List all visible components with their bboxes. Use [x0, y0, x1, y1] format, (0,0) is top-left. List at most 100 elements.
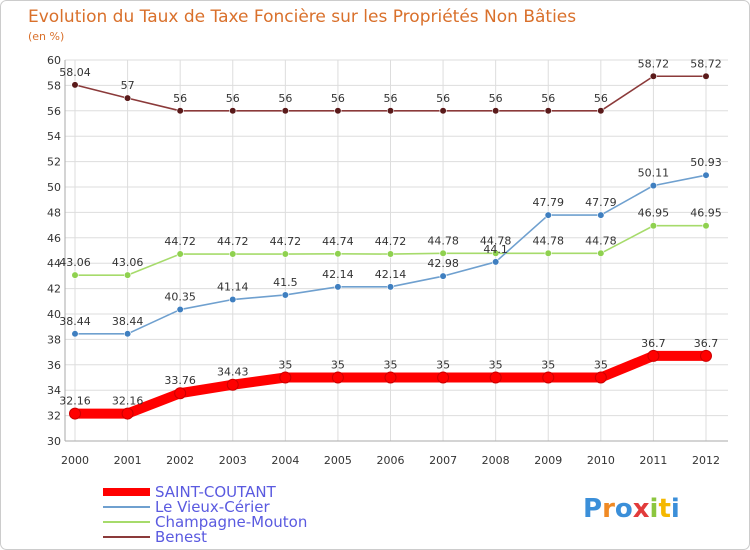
data-point	[176, 305, 184, 314]
data-point	[649, 72, 658, 80]
data-point	[123, 330, 132, 338]
data-label: 47.79	[585, 196, 617, 209]
data-point	[544, 107, 552, 115]
data-label: 40.35	[164, 291, 196, 304]
data-point	[229, 250, 237, 258]
y-tick-label: 54	[47, 130, 61, 143]
data-label: 38.44	[112, 315, 144, 328]
data-label: 44.1	[483, 243, 508, 256]
data-point	[386, 107, 395, 115]
data-label: 56	[489, 92, 503, 105]
y-tick-label: 52	[47, 156, 61, 169]
legend-label: Champagne-Mouton	[155, 513, 307, 531]
data-point	[174, 387, 187, 400]
data-point	[71, 330, 79, 338]
data-point	[386, 250, 395, 258]
data-label: 32.16	[112, 395, 144, 408]
data-label: 46.95	[690, 207, 722, 220]
data-label: 44.72	[217, 235, 249, 248]
data-label: 44.72	[375, 235, 407, 248]
data-label: 56	[594, 92, 608, 105]
data-label: 44.78	[427, 234, 459, 247]
x-tick-label: 2008	[482, 454, 510, 467]
data-point	[439, 272, 447, 280]
data-point	[229, 295, 237, 304]
data-label: 41.5	[273, 276, 298, 289]
y-tick-label: 38	[47, 333, 61, 346]
logo-letter: t	[658, 494, 670, 524]
data-point	[176, 107, 184, 115]
data-label: 44.74	[322, 235, 354, 248]
data-point	[597, 211, 605, 219]
y-tick-label: 32	[47, 410, 61, 423]
data-point	[700, 349, 712, 362]
data-point	[334, 250, 342, 258]
proxiti-logo-text: Proxiti	[583, 494, 680, 524]
data-point	[544, 249, 552, 257]
y-tick-label: 30	[47, 435, 61, 448]
data-point	[384, 371, 397, 384]
chart-subtitle: (en %)	[28, 30, 64, 43]
data-label: 42.14	[322, 268, 354, 281]
data-point	[123, 94, 132, 102]
data-point	[594, 371, 607, 384]
data-point	[647, 349, 660, 362]
data-point	[69, 407, 81, 420]
data-point	[489, 371, 502, 384]
data-point	[279, 371, 292, 384]
legend-label: SAINT-COUTANT	[155, 483, 277, 501]
data-point	[492, 107, 500, 115]
data-label: 58.04	[59, 66, 91, 79]
data-label: 44.72	[164, 235, 196, 248]
data-label: 56	[436, 92, 450, 105]
data-point	[386, 283, 395, 291]
y-tick-label: 50	[47, 181, 61, 194]
data-label: 44.78	[585, 234, 617, 247]
x-tick-label: 2000	[61, 454, 89, 467]
legend-label: Benest	[155, 528, 207, 546]
data-label: 42.14	[375, 268, 407, 281]
data-label: 33.76	[164, 374, 196, 387]
x-tick-label: 2010	[587, 454, 615, 467]
y-tick-label: 58	[47, 79, 61, 92]
data-label: 44.72	[270, 235, 302, 248]
data-point	[439, 249, 447, 257]
data-label: 56	[173, 92, 187, 105]
data-point	[331, 371, 344, 384]
data-point	[334, 283, 342, 291]
legend-label: Le Vieux-Cérier	[155, 498, 270, 516]
data-point	[492, 249, 500, 257]
data-label: 38.44	[59, 315, 91, 328]
data-label: 44.78	[533, 234, 565, 247]
data-label: 41.14	[217, 281, 249, 294]
x-tick-label: 2007	[429, 454, 457, 467]
x-tick-label: 2006	[377, 454, 405, 467]
x-tick-label: 2004	[271, 454, 299, 467]
x-tick-label: 2009	[534, 454, 562, 467]
data-label: 35	[489, 359, 503, 372]
x-tick-label: 2002	[166, 454, 194, 467]
data-label: 35	[331, 359, 345, 372]
data-point	[649, 182, 658, 190]
data-point	[71, 271, 79, 279]
data-label: 47.79	[533, 196, 565, 209]
data-point	[176, 250, 184, 258]
data-point	[437, 371, 450, 384]
y-tick-label: 36	[47, 359, 61, 372]
data-label: 56	[278, 92, 292, 105]
data-label: 36.7	[694, 337, 719, 350]
data-label: 35	[384, 359, 398, 372]
data-label: 56	[384, 92, 398, 105]
data-point	[492, 258, 500, 266]
data-point	[702, 72, 710, 80]
data-label: 43.06	[112, 256, 144, 269]
logo-letter: r	[602, 494, 615, 524]
logo-letter: P	[583, 494, 602, 524]
logo-letter: i	[650, 494, 659, 524]
data-point	[702, 222, 710, 230]
data-label: 35	[541, 359, 555, 372]
logo-letter: x	[633, 494, 650, 524]
x-tick-label: 2001	[114, 454, 142, 467]
data-label: 50.93	[690, 156, 722, 169]
